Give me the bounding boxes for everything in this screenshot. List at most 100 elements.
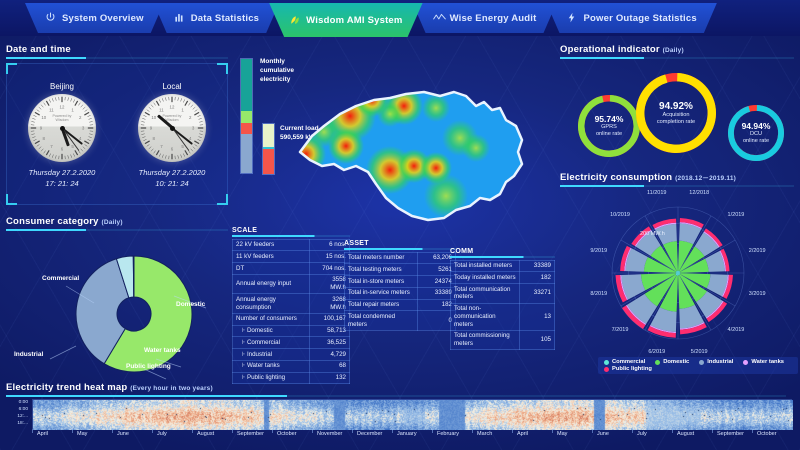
monthly-label-line: cumulative	[260, 66, 294, 74]
heatmap-month-label: December	[357, 431, 383, 437]
polar-wedge-segment[interactable]	[634, 229, 652, 247]
map-heat-layer	[300, 92, 522, 220]
polar-spoke	[644, 272, 679, 331]
load-bar-segment	[263, 147, 274, 149]
polar-wedge-segment[interactable]	[720, 248, 730, 272]
polar-wedge-segment[interactable]	[704, 228, 723, 247]
polar-wedge-segment[interactable]	[622, 305, 646, 329]
polar-wedge-segment[interactable]	[654, 222, 677, 230]
polar-wedge-segment[interactable]	[631, 226, 652, 247]
gauge-svg	[636, 73, 716, 153]
table-cell-value: 100,167	[309, 312, 350, 326]
table-row: 11 kV feeders 15 nos.	[231, 250, 350, 263]
polar-wedge-segment[interactable]	[679, 246, 705, 272]
polar-wedge-segment[interactable]	[650, 245, 677, 272]
polar-wedge-segment[interactable]	[678, 271, 681, 273]
polar-wedge-segment[interactable]	[654, 223, 677, 245]
tab-power-outage-statistics[interactable]: Power Outage Statistics	[546, 3, 716, 33]
polar-wedge-segment[interactable]	[678, 275, 695, 309]
table-row: DT 704 nos.	[231, 262, 350, 275]
polar-wedge-segment[interactable]	[678, 273, 681, 275]
polar-axis-label: 6/2019	[648, 348, 666, 355]
polar-wedge-segment[interactable]	[663, 241, 678, 271]
polar-wedge-segment[interactable]	[676, 270, 678, 273]
polar-wedge-segment[interactable]	[722, 274, 733, 299]
comm-table-title: COMM	[450, 248, 474, 255]
polar-wedge-segment[interactable]	[675, 273, 678, 275]
tab-system-overview[interactable]: System Overview	[25, 3, 164, 33]
polar-wedge-segment[interactable]	[721, 274, 729, 297]
polar-wedge-segment[interactable]	[621, 274, 646, 300]
polar-wedge-segment[interactable]	[624, 247, 632, 272]
polar-wedge-segment[interactable]	[719, 250, 727, 272]
polar-wedge-segment[interactable]	[680, 273, 711, 289]
gauge-ring-0[interactable]: 95.74% GPRS online rate	[577, 94, 641, 158]
polar-wedge-segment[interactable]	[643, 256, 676, 273]
tab-wisdom-ami-system[interactable]: Wisdom AMI System	[269, 3, 422, 37]
polar-wedge-segment[interactable]	[679, 274, 707, 302]
polar-wedge-segment[interactable]	[679, 223, 702, 245]
monthly-bar-segment	[241, 134, 252, 173]
heatmap-canvas[interactable]	[33, 400, 793, 430]
monthly-cumulative-bar[interactable]	[240, 58, 253, 174]
polar-wedge-segment[interactable]	[676, 273, 678, 276]
donut-label-public-lighting: Public lighting	[126, 363, 171, 370]
donut-slice[interactable]	[75, 258, 130, 365]
polar-wedge-segment[interactable]	[696, 291, 723, 318]
polar-wedge-segment[interactable]	[635, 230, 661, 256]
polar-wedge-segment[interactable]	[644, 274, 677, 307]
polar-wedge-segment[interactable]	[620, 245, 631, 272]
polar-wedge-segment[interactable]	[649, 325, 676, 334]
polar-wedge-segment[interactable]	[705, 250, 725, 272]
polar-wedge-segment[interactable]	[659, 275, 678, 312]
polar-wedge-segment[interactable]	[652, 218, 677, 229]
polar-wedge-segment[interactable]	[679, 304, 705, 329]
polar-wedge-segment[interactable]	[647, 326, 676, 338]
polar-wedge-segment[interactable]	[678, 273, 680, 276]
polar-wedge-segment[interactable]	[625, 248, 648, 272]
gauge-ring-1[interactable]: 94.92% Acquisition completion rate	[636, 73, 716, 153]
polar-wedge-segment[interactable]	[679, 222, 702, 230]
current-load-bar[interactable]	[262, 123, 275, 175]
table-row: Today installed meters 182	[450, 271, 556, 284]
tab-data-statistics[interactable]: Data Statistics	[154, 3, 279, 33]
polar-wedge-segment[interactable]	[615, 275, 627, 303]
scale-table: 22 kV feeders 6 nos. 11 kV feeders 15 nos. D…	[231, 238, 350, 385]
table-cell-label: Annual energy input	[231, 273, 311, 295]
polar-wedge-segment[interactable]	[679, 323, 707, 335]
polar-wedge-segment[interactable]	[706, 301, 728, 323]
polar-wedge-segment[interactable]	[620, 274, 628, 301]
heatmap-month-separator	[392, 429, 393, 433]
polar-wedge-segment[interactable]	[679, 322, 705, 330]
polar-wedge-segment[interactable]	[706, 274, 728, 297]
table-cell-label: Number of consumers	[231, 312, 311, 326]
svg-text:2: 2	[189, 115, 192, 120]
consumer-category-donut[interactable]: Commercial Domestic Industrial Water tanks P…	[6, 251, 228, 386]
legend-label: Domestic	[663, 359, 690, 365]
polar-wedge-segment[interactable]	[678, 270, 680, 273]
heatmap-canvas-wrap[interactable]	[32, 399, 793, 430]
table-cell-label: Total non-communication meters	[450, 302, 520, 331]
polar-wedge-segment[interactable]	[676, 271, 678, 273]
polar-wedge-segment[interactable]	[678, 240, 694, 271]
polar-wedge-segment[interactable]	[679, 218, 704, 229]
region-heat-map[interactable]	[294, 48, 544, 228]
polar-wedge-segment[interactable]	[640, 273, 676, 291]
polar-spoke	[620, 272, 679, 307]
polar-wedge-segment[interactable]	[626, 293, 658, 325]
polar-wedge-segment[interactable]	[705, 300, 724, 319]
polar-wedge-segment[interactable]	[694, 232, 719, 257]
polar-wedge-segment[interactable]	[675, 273, 678, 276]
polar-wedge-segment[interactable]	[680, 258, 709, 273]
tab-wise-energy-audit[interactable]: Wise Energy Audit	[413, 3, 557, 33]
donut-slice[interactable]	[103, 255, 193, 373]
polar-wedge-segment[interactable]	[650, 307, 677, 333]
polar-wedge-segment[interactable]	[675, 271, 678, 273]
polar-wedge-segment[interactable]	[678, 273, 680, 275]
polar-wedge-segment[interactable]	[703, 231, 720, 248]
polar-chart-area[interactable]: Commercial Domestic Industrial Water tanks P…	[560, 187, 798, 377]
polar-wedge-segment[interactable]	[678, 271, 680, 273]
table-underline	[344, 248, 456, 250]
gauge-ring-2[interactable]: 94.94% DCU online rate	[728, 105, 784, 161]
polar-wedge-segment[interactable]	[625, 304, 647, 326]
